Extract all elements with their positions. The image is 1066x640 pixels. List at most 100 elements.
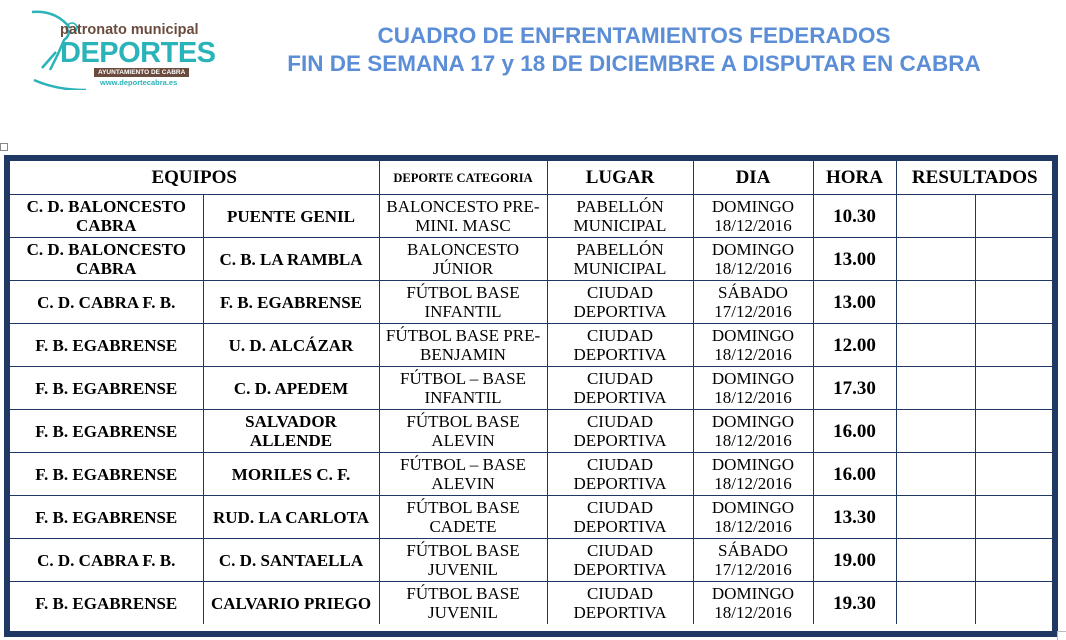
- sport-category: BALONCESTO PRE-MINI. MASC: [378, 194, 548, 238]
- venue: CIUDAD DEPORTIVA: [546, 495, 694, 539]
- home-team: F. B. EGABRENSE: [10, 452, 204, 496]
- table-row: F. B. EGABRENSE U. D. ALCÁZAR FÚTBOL BASE …: [10, 323, 1054, 367]
- sport-category: FÚTBOL – BASE INFANTIL: [378, 366, 548, 410]
- table-row: C. D. CABRA F. B. F. B. EGABRENSE FÚTBOL B…: [10, 280, 1054, 324]
- logo-line2: DEPORTES: [60, 37, 216, 69]
- match-day: DOMINGO 18/12/2016: [692, 581, 814, 624]
- result-away[interactable]: [974, 323, 1054, 367]
- result-away[interactable]: [974, 495, 1054, 539]
- venue: CIUDAD DEPORTIVA: [546, 581, 694, 624]
- result-home[interactable]: [895, 194, 976, 238]
- table-row: C. D. BALONCESTO CABRA PUENTE GENIL BALONC…: [10, 194, 1054, 238]
- away-team: C. D. APEDEM: [202, 366, 380, 410]
- header-dia: DIA: [692, 161, 814, 195]
- table-row: F. B. EGABRENSE SALVADOR ALLENDE FÚTBOL BA…: [10, 409, 1054, 453]
- match-time: 17.30: [812, 366, 897, 410]
- home-team: F. B. EGABRENSE: [10, 409, 204, 453]
- match-time: 13.30: [812, 495, 897, 539]
- venue: CIUDAD DEPORTIVA: [546, 409, 694, 453]
- match-time: 13.00: [812, 280, 897, 324]
- away-team: C. D. SANTAELLA: [202, 538, 380, 582]
- result-home[interactable]: [895, 366, 976, 410]
- home-team: F. B. EGABRENSE: [10, 366, 204, 410]
- match-day: DOMINGO 18/12/2016: [692, 194, 814, 238]
- page-corner-mark: [1057, 631, 1066, 640]
- table-row: F. B. EGABRENSE CALVARIO PRIEGO FÚTBOL BAS…: [10, 581, 1054, 624]
- match-time: 19.30: [812, 581, 897, 624]
- match-time: 16.00: [812, 452, 897, 496]
- result-away[interactable]: [974, 280, 1054, 324]
- sport-category: FÚTBOL BASE PRE-BENJAMIN: [378, 323, 548, 367]
- header-hora: HORA: [812, 161, 897, 195]
- venue: CIUDAD DEPORTIVA: [546, 280, 694, 324]
- away-team: RUD. LA CARLOTA: [202, 495, 380, 539]
- match-day: DOMINGO 18/12/2016: [692, 323, 814, 367]
- venue: PABELLÓN MUNICIPAL: [546, 194, 694, 238]
- away-team: C. B. LA RAMBLA: [202, 237, 380, 281]
- home-team: C. D. CABRA F. B.: [10, 538, 204, 582]
- result-away[interactable]: [974, 581, 1054, 624]
- result-home[interactable]: [895, 538, 976, 582]
- sport-category: FÚTBOL BASE JUVENIL: [378, 581, 548, 624]
- venue: CIUDAD DEPORTIVA: [546, 323, 694, 367]
- result-home[interactable]: [895, 237, 976, 281]
- table-header-row: EQUIPOS DEPORTE CATEGORIA LUGAR DIA HORA…: [10, 161, 1054, 195]
- match-day: DOMINGO 18/12/2016: [692, 237, 814, 281]
- away-team: MORILES C. F.: [202, 452, 380, 496]
- sport-category: FÚTBOL – BASE ALEVIN: [378, 452, 548, 496]
- match-time: 19.00: [812, 538, 897, 582]
- match-time: 10.30: [812, 194, 897, 238]
- result-home[interactable]: [895, 452, 976, 496]
- result-away[interactable]: [974, 538, 1054, 582]
- result-home[interactable]: [895, 280, 976, 324]
- match-time: 16.00: [812, 409, 897, 453]
- logo-line3: AYUNTAMIENTO DE CABRA: [94, 68, 190, 77]
- header-deporte: DEPORTE CATEGORIA: [378, 161, 548, 195]
- fixtures-table-frame: EQUIPOS DEPORTE CATEGORIA LUGAR DIA HORA…: [4, 155, 1058, 637]
- table-row: F. B. EGABRENSE MORILES C. F. FÚTBOL – BAS…: [10, 452, 1054, 496]
- logo-line1: patronato municipal: [60, 22, 199, 38]
- title-line2: FIN DE SEMANA 17 y 18 DE DICIEMBRE A DIS…: [287, 51, 981, 76]
- match-day: SÁBADO 17/12/2016: [692, 538, 814, 582]
- away-team: F. B. EGABRENSE: [202, 280, 380, 324]
- result-away[interactable]: [974, 237, 1054, 281]
- result-away[interactable]: [974, 366, 1054, 410]
- home-team: C. D. BALONCESTO CABRA: [10, 237, 204, 281]
- sport-category: FÚTBOL BASE ALEVIN: [378, 409, 548, 453]
- home-team: F. B. EGABRENSE: [10, 323, 204, 367]
- home-team: C. D. CABRA F. B.: [10, 280, 204, 324]
- title-line1: CUADRO DE ENFRENTAMIENTOS FEDERADOS: [377, 23, 891, 48]
- athlete-swoosh-icon: [31, 10, 86, 90]
- result-home[interactable]: [895, 323, 976, 367]
- result-away[interactable]: [974, 409, 1054, 453]
- header-equipos: EQUIPOS: [10, 161, 380, 195]
- match-time: 13.00: [812, 237, 897, 281]
- home-team: C. D. BALONCESTO CABRA: [10, 194, 204, 238]
- table-move-handle[interactable]: [0, 143, 8, 151]
- match-day: DOMINGO 18/12/2016: [692, 366, 814, 410]
- home-team: F. B. EGABRENSE: [10, 495, 204, 539]
- table-row: C. D. CABRA F. B. C. D. SANTAELLA FÚTBOL B…: [10, 538, 1054, 582]
- table-row: F. B. EGABRENSE RUD. LA CARLOTA FÚTBOL BAS…: [10, 495, 1054, 539]
- sport-category: FÚTBOL BASE CADETE: [378, 495, 548, 539]
- away-team: PUENTE GENIL: [202, 194, 380, 238]
- result-away[interactable]: [974, 194, 1054, 238]
- sport-category: BALONCESTO JÚNIOR: [378, 237, 548, 281]
- venue: CIUDAD DEPORTIVA: [546, 366, 694, 410]
- match-day: SÁBADO 17/12/2016: [692, 280, 814, 324]
- venue: PABELLÓN MUNICIPAL: [546, 237, 694, 281]
- match-time: 12.00: [812, 323, 897, 367]
- result-home[interactable]: [895, 495, 976, 539]
- table-row: F. B. EGABRENSE C. D. APEDEM FÚTBOL – BASE…: [10, 366, 1054, 410]
- result-home[interactable]: [895, 581, 976, 624]
- patronato-deportes-logo: patronato municipal DEPORTES AYUNTAMIENT…: [26, 6, 216, 90]
- match-day: DOMINGO 18/12/2016: [692, 495, 814, 539]
- away-team: CALVARIO PRIEGO: [202, 581, 380, 624]
- document-title: CUADRO DE ENFRENTAMIENTOS FEDERADOS FIN …: [215, 22, 1053, 78]
- header-resultados: RESULTADOS: [895, 161, 1054, 195]
- result-home[interactable]: [895, 409, 976, 453]
- venue: CIUDAD DEPORTIVA: [546, 538, 694, 582]
- result-away[interactable]: [974, 452, 1054, 496]
- sport-category: FÚTBOL BASE JUVENIL: [378, 538, 548, 582]
- header-lugar: LUGAR: [546, 161, 694, 195]
